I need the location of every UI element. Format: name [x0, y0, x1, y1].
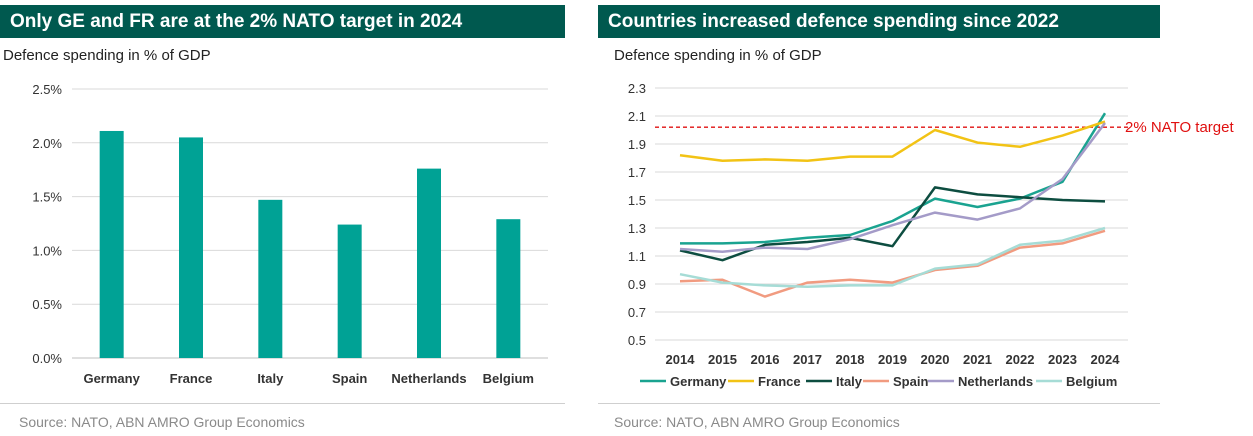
y-tick-label: 0.5% — [32, 297, 62, 312]
x-tick-label: 2016 — [751, 352, 780, 367]
y-tick-label: 1.5 — [628, 193, 646, 208]
series-line-france — [679, 120, 1106, 163]
bar-france — [179, 137, 203, 358]
bar-chart-title: Only GE and FR are at the 2% NATO target… — [0, 5, 565, 38]
x-tick-label: 2019 — [878, 352, 907, 367]
series-line-netherlands — [679, 122, 1106, 254]
legend-label: Italy — [836, 374, 863, 389]
x-tick-label: Spain — [332, 371, 367, 386]
legend-label: Belgium — [1066, 374, 1117, 389]
y-tick-label: 1.1 — [628, 249, 646, 264]
line-chart-panel: Countries increased defence spending sin… — [598, 0, 1253, 436]
x-tick-label: 2022 — [1006, 352, 1035, 367]
legend-label: France — [758, 374, 801, 389]
x-tick-label: 2017 — [793, 352, 822, 367]
bar-chart-panel: Only GE and FR are at the 2% NATO target… — [0, 0, 570, 436]
x-tick-label: 2014 — [666, 352, 696, 367]
x-tick-label: 2020 — [921, 352, 950, 367]
y-tick-label: 2.3 — [628, 81, 646, 96]
line-chart-title: Countries increased defence spending sin… — [598, 5, 1160, 38]
y-tick-label: 2.1 — [628, 109, 646, 124]
legend-label: Netherlands — [958, 374, 1033, 389]
x-tick-label: 2023 — [1048, 352, 1077, 367]
y-tick-label: 2.5% — [32, 82, 62, 97]
x-tick-label: 2018 — [836, 352, 865, 367]
series-line-germany — [680, 112, 1107, 245]
bar-chart-source: Source: NATO, ABN AMRO Group Economics — [19, 414, 305, 430]
series-line-spain — [679, 229, 1106, 298]
series-line-belgium — [679, 226, 1106, 289]
x-tick-label: 2021 — [963, 352, 992, 367]
x-tick-label: 2015 — [708, 352, 737, 367]
bar-chart-subtitle: Defence spending in % of GDP — [3, 47, 211, 64]
legend-label: Spain — [893, 374, 928, 389]
bar-belgium — [496, 219, 521, 358]
y-tick-label: 0.0% — [32, 351, 62, 366]
bar-chart-divider — [0, 403, 565, 404]
x-tick-label: Germany — [83, 371, 140, 386]
line-chart: 0.5 0.7 0.9 1.1 1.3 1.5 1.7 1.9 2.1 2.3 2014 2015 20… — [628, 81, 1235, 389]
x-tick-label: Netherlands — [391, 371, 466, 386]
y-tick-label: 1.3 — [628, 221, 646, 236]
bar-italy — [258, 199, 283, 358]
x-tick-label: Italy — [257, 371, 284, 386]
line-chart-source: Source: NATO, ABN AMRO Group Economics — [614, 414, 900, 430]
x-tick-label: France — [170, 371, 213, 386]
y-tick-label: 0.9 — [628, 277, 646, 292]
nato-target-label: 2% NATO target — [1125, 119, 1234, 136]
y-tick-label: 0.5 — [628, 333, 646, 348]
legend-label: Germany — [670, 374, 727, 389]
bar-chart: 0.0% 0.5% 1.0% 1.5% 2.0% 2.5% Germany France Ita… — [32, 82, 548, 386]
y-tick-label: 1.5% — [32, 190, 62, 205]
line-chart-divider — [598, 403, 1160, 404]
bar-germany — [99, 130, 124, 358]
bar-spain — [337, 224, 362, 358]
x-tick-label: Belgium — [483, 371, 534, 386]
y-tick-label: 2.0% — [32, 136, 62, 151]
y-tick-label: 1.7 — [628, 165, 646, 180]
y-tick-label: 1.0% — [32, 243, 62, 258]
y-tick-label: 1.9 — [628, 137, 646, 152]
line-chart-subtitle: Defence spending in % of GDP — [614, 47, 822, 64]
x-tick-label: 2024 — [1091, 352, 1121, 367]
bar-netherlands — [417, 168, 441, 358]
y-tick-label: 0.7 — [628, 305, 646, 320]
